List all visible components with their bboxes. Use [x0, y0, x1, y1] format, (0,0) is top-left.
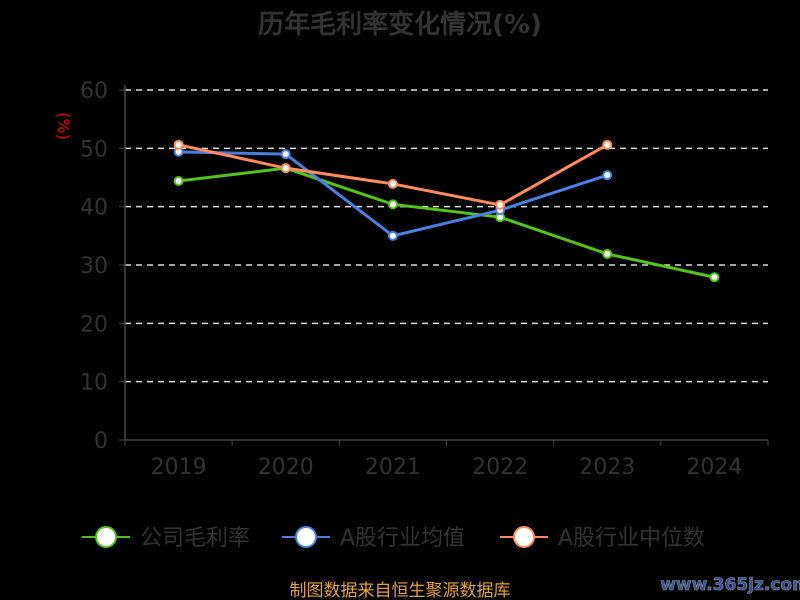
x-tick-label: 2021	[365, 455, 421, 480]
y-tick-label: 40	[80, 196, 108, 221]
data-point	[280, 149, 291, 160]
data-point	[173, 139, 184, 150]
data-point	[709, 272, 720, 283]
y-tick-label: 30	[80, 254, 108, 279]
legend-marker	[295, 526, 317, 548]
data-point	[387, 230, 398, 241]
data-point	[602, 139, 613, 150]
legend-marker	[513, 526, 535, 548]
y-tick-label: 60	[80, 79, 108, 104]
legend-label: A股行业中位数	[558, 526, 705, 551]
legend-marker	[95, 526, 117, 548]
watermark: www.365jz.com	[660, 575, 800, 595]
y-axis-label: (%)	[54, 112, 73, 140]
x-tick-label: 2022	[472, 455, 528, 480]
legend-label: 公司毛利率	[140, 526, 250, 551]
data-point	[280, 163, 291, 174]
y-tick-label: 0	[94, 429, 108, 454]
chart-title: 历年毛利率变化情况(%)	[258, 9, 542, 40]
data-point	[173, 176, 184, 186]
data-point	[602, 248, 613, 259]
x-tick-label: 2019	[151, 455, 207, 480]
source-note: 制图数据来自恒生聚源数据库	[290, 581, 511, 600]
y-tick-label: 50	[80, 137, 108, 162]
x-tick-label: 2023	[579, 455, 635, 480]
data-point	[495, 199, 506, 210]
data-point	[387, 199, 398, 210]
x-tick-label: 2024	[686, 455, 742, 480]
y-tick-label: 10	[80, 371, 108, 396]
x-tick-label: 2020	[258, 455, 314, 480]
data-point	[602, 170, 613, 181]
series-line-0	[178, 166, 715, 279]
y-tick-label: 20	[80, 312, 108, 337]
series-line-1	[178, 150, 608, 238]
legend-label: A股行业均值	[340, 526, 465, 551]
data-point	[387, 178, 398, 189]
